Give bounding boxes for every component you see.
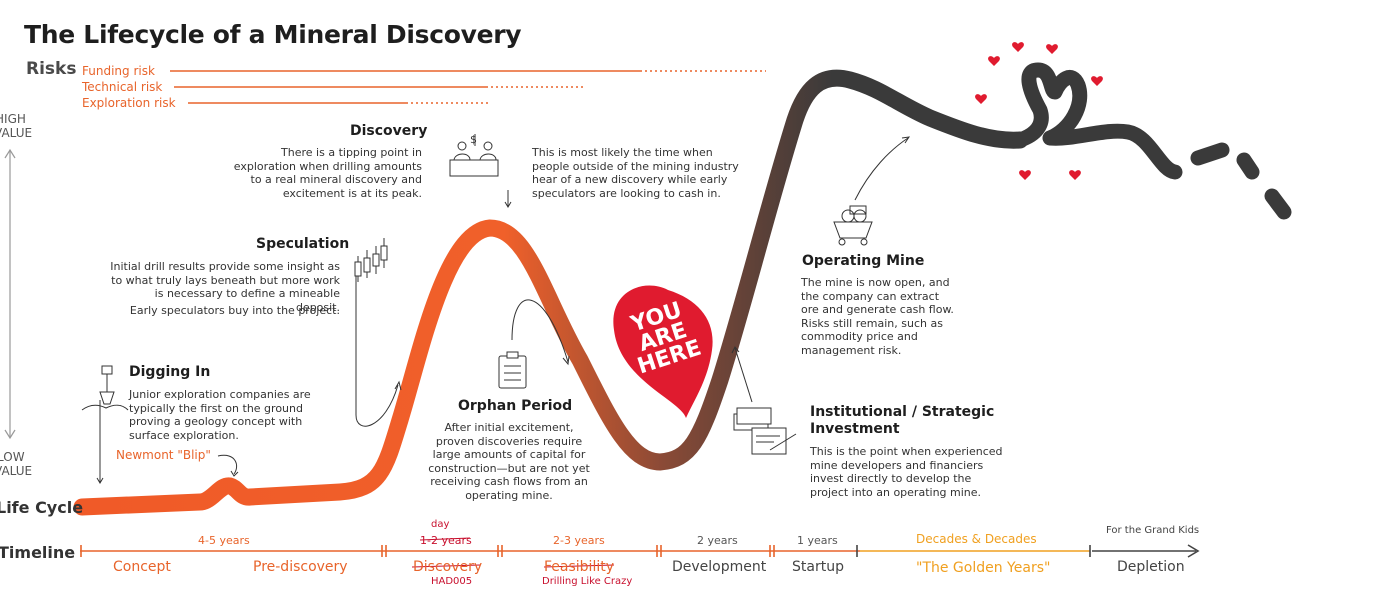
dash-1 bbox=[1190, 142, 1230, 166]
mine-cart-icon bbox=[833, 205, 873, 246]
duration-development: 2 years bbox=[697, 534, 738, 547]
digging-in-title: Digging In bbox=[129, 364, 211, 380]
digging-arrowhead bbox=[96, 477, 104, 484]
exploration-risk-label: Exploration risk bbox=[82, 96, 176, 110]
phase-concept: Concept bbox=[113, 559, 171, 575]
speculation-arrowhead bbox=[394, 380, 402, 391]
low-label: LOW bbox=[0, 450, 25, 464]
digging-in-text: Junior exploration companies are typical… bbox=[129, 388, 311, 442]
phase-golden-years: "The Golden Years" bbox=[916, 560, 1051, 576]
phase-startup: Startup bbox=[792, 559, 844, 575]
funding-risk-label: Funding risk bbox=[82, 64, 155, 78]
institutional-arrowhead bbox=[731, 346, 740, 354]
phase-feasibility: Feasibility bbox=[544, 559, 614, 575]
red-hearts bbox=[975, 42, 1103, 180]
speculation-text-2: Early speculators buy into the project. bbox=[129, 304, 340, 317]
newmont-arrow bbox=[217, 454, 238, 475]
heart-icon bbox=[1069, 170, 1081, 180]
orphan-arrowhead bbox=[562, 355, 570, 366]
operating-arrow bbox=[854, 137, 909, 201]
page-title: The Lifecycle of a Mineral Discovery bbox=[24, 20, 522, 49]
newmont-blip-label: Newmont "Blip" bbox=[116, 448, 211, 462]
institutional-text: This is the point when experienced mine … bbox=[810, 445, 1003, 499]
duration-startup: 1 years bbox=[797, 534, 838, 547]
phase-pre-discovery: Pre-discovery bbox=[253, 559, 348, 575]
shovel-icon bbox=[81, 365, 129, 411]
duration-depletion: For the Grand Kids bbox=[1106, 525, 1200, 536]
annotation-drilling: Drilling Like Crazy bbox=[542, 576, 633, 587]
phase-depletion: Depletion bbox=[1117, 559, 1185, 575]
value-label-top: VALUE bbox=[0, 126, 33, 140]
speculation-arrow bbox=[355, 275, 399, 427]
heart-icon bbox=[1019, 170, 1031, 180]
strike-feasibility bbox=[543, 564, 615, 568]
strike-discovery bbox=[411, 564, 481, 568]
annotation-day: day bbox=[431, 519, 450, 530]
operating-mine-text: The mine is now open, and the company ca… bbox=[801, 276, 954, 357]
operating-arrowhead bbox=[901, 136, 911, 144]
annotation-had005: HAD005 bbox=[431, 576, 473, 587]
orphan-period-title: Orphan Period bbox=[458, 398, 573, 414]
newmont-arrowhead bbox=[230, 470, 239, 477]
strike-1-2-years bbox=[419, 537, 471, 541]
discovery-title: Discovery bbox=[350, 123, 428, 139]
timeline-ticks bbox=[80, 545, 1091, 557]
institutional-arrow bbox=[734, 347, 753, 403]
candlestick-icon bbox=[354, 238, 388, 282]
technical-risk-label: Technical risk bbox=[82, 80, 163, 94]
svg-text:$: $ bbox=[470, 133, 477, 146]
you-are-here-pin bbox=[613, 285, 713, 418]
lifecycle-curve bbox=[73, 69, 1029, 516]
money-contract-icon bbox=[733, 407, 797, 455]
meeting-icon: $ bbox=[449, 133, 499, 177]
heart-icon bbox=[975, 94, 987, 104]
phase-development: Development bbox=[672, 559, 767, 575]
heart-icon bbox=[1046, 44, 1058, 54]
duration-golden: Decades & Decades bbox=[916, 532, 1037, 546]
discovery-arrowhead bbox=[504, 201, 512, 208]
speculation-text: Initial drill results provide some insig… bbox=[110, 260, 340, 314]
risks-label: Risks bbox=[26, 59, 77, 79]
duration-concept: 4-5 years bbox=[198, 534, 250, 547]
duration-discovery: 1-2 years bbox=[420, 534, 472, 547]
institutional-title: Institutional / Strategic Investment bbox=[810, 404, 995, 437]
value-axis-bottom-arrow bbox=[4, 429, 16, 440]
timeline-arrowhead bbox=[1187, 544, 1200, 558]
orphan-period-text: After initial excitement, proven discove… bbox=[428, 421, 590, 502]
timeline-label: Timeline bbox=[0, 543, 76, 562]
heart-icon bbox=[1091, 76, 1103, 86]
operating-mine-title: Operating Mine bbox=[802, 253, 925, 269]
dash-3 bbox=[1264, 188, 1292, 220]
heart-doodle bbox=[1012, 62, 1183, 180]
dash-2 bbox=[1236, 152, 1260, 180]
heart-icon bbox=[988, 56, 1000, 66]
discovery-aside-text: This is most likely the time when people… bbox=[532, 146, 739, 200]
orphan-arrow bbox=[511, 299, 569, 363]
value-axis-top-arrow bbox=[4, 148, 16, 159]
phase-discovery: Discovery bbox=[413, 559, 483, 575]
duration-feasibility: 2-3 years bbox=[553, 534, 605, 547]
clipboard-icon bbox=[498, 351, 527, 389]
heart-icon bbox=[1012, 42, 1024, 52]
value-label-bottom: VALUE bbox=[0, 464, 33, 478]
speculation-title: Speculation bbox=[256, 236, 350, 252]
discovery-text: There is a tipping point in exploration … bbox=[233, 146, 422, 200]
life-cycle-label: Life Cycle bbox=[0, 498, 84, 517]
high-label: HIGH bbox=[0, 112, 26, 126]
